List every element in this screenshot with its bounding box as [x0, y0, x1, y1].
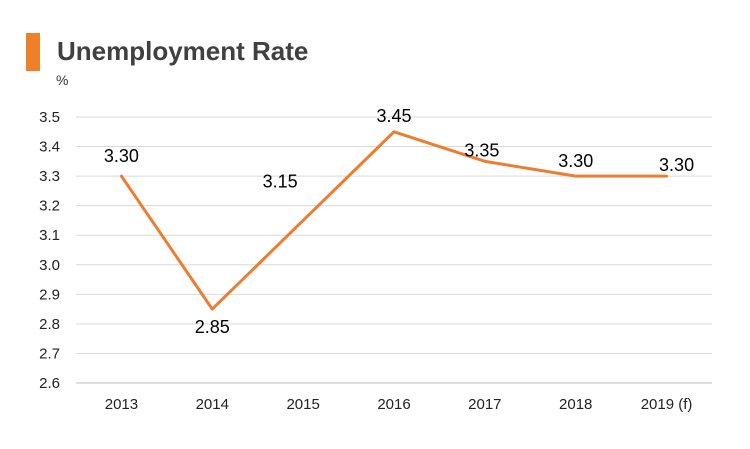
data-labels: 3.30 2.85 3.15 3.45 3.35 3.30 3.30 — [104, 106, 694, 337]
data-label: 3.30 — [659, 155, 694, 175]
data-label: 3.30 — [104, 146, 139, 166]
y-tick-label: 3.4 — [39, 139, 60, 156]
x-tick-label: 2018 — [559, 396, 592, 413]
data-label: 3.45 — [376, 106, 411, 126]
x-tick-label: 2015 — [286, 396, 319, 413]
x-axis-ticks: 2013 2014 2015 2016 2017 2018 2019 (f) — [105, 396, 693, 413]
y-tick-label: 2.8 — [39, 316, 60, 333]
chart-title: Unemployment Rate — [57, 36, 309, 66]
y-tick-label: 2.9 — [39, 286, 60, 303]
y-tick-label: 3.5 — [39, 109, 60, 126]
data-label: 3.30 — [558, 151, 593, 171]
x-tick-label: 2017 — [468, 396, 501, 413]
y-tick-label: 3.2 — [39, 198, 60, 215]
y-axis-unit: % — [56, 72, 69, 88]
y-axis-ticks: 2.6 2.7 2.8 2.9 3.0 3.1 3.2 3.3 3.4 3.5 — [39, 109, 60, 392]
y-tick-label: 3.1 — [39, 227, 60, 244]
x-tick-label: 2016 — [377, 396, 410, 413]
x-tick-label: 2019 (f) — [641, 396, 693, 413]
series-polyline — [119, 130, 669, 311]
y-tick-label: 2.6 — [39, 375, 60, 392]
x-tick-label: 2013 — [105, 396, 138, 413]
y-tick-label: 2.7 — [39, 345, 60, 362]
data-label: 2.85 — [195, 317, 230, 337]
data-label: 3.15 — [263, 171, 298, 191]
y-tick-label: 3.0 — [39, 257, 60, 274]
data-label: 3.35 — [464, 140, 499, 160]
title-accent-bar — [26, 33, 40, 71]
series-line — [119, 130, 669, 311]
y-tick-label: 3.3 — [39, 168, 60, 185]
gridlines — [76, 116, 712, 384]
x-tick-label: 2014 — [196, 396, 229, 413]
